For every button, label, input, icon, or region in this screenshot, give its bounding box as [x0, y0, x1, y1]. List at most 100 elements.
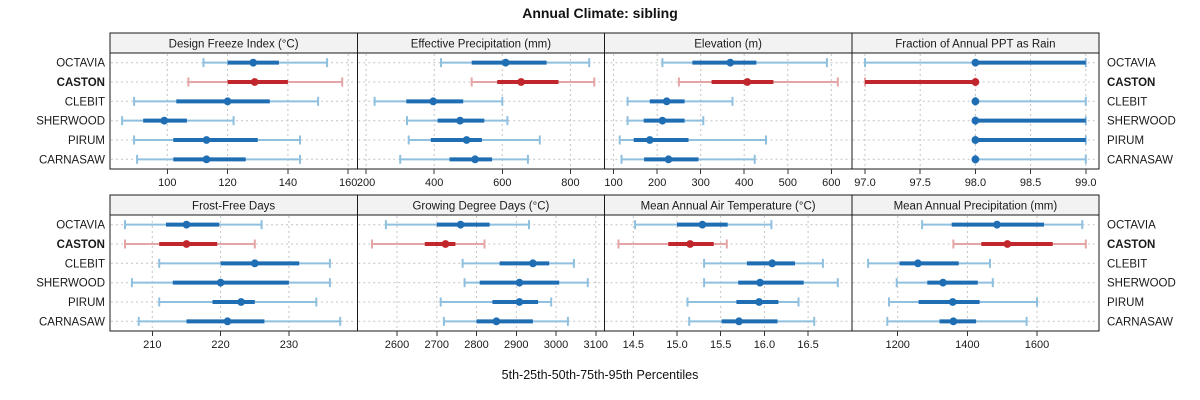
site-label-left-pirum: PIRUM [68, 297, 105, 309]
percentile-row-clebit [461, 258, 575, 268]
percentile-row-caston [470, 77, 596, 87]
axis-tick-label: 15.5 [710, 339, 731, 351]
site-label-left-octavia: OCTAVIA [56, 58, 105, 70]
percentile-row-carnasaw [399, 154, 529, 164]
axis-tick-label: 3100 [584, 339, 608, 351]
median-dot [1003, 240, 1012, 248]
median-dot [948, 298, 957, 306]
axis-tick-label: 98.0 [965, 177, 986, 189]
axis-tick-label: 160 [339, 177, 357, 189]
panel-strip [851, 32, 1100, 54]
axis-tick-label: 210 [143, 339, 161, 351]
axis-tick-label: 140 [279, 177, 297, 189]
panel-strip [851, 194, 1100, 216]
median-dot [698, 220, 707, 229]
site-label-right-sherwood: SHERWOOD [1107, 116, 1176, 128]
median-dot [949, 317, 958, 326]
site-label-left-carnasaw: CARNASAW [39, 154, 105, 166]
axis-tick-label: 800 [561, 177, 579, 189]
percentile-row-carnasaw [620, 154, 756, 164]
axis-tick-label: 400 [425, 177, 443, 189]
percentile-row-octavia [202, 58, 329, 68]
percentile-row-caston [952, 239, 1087, 249]
median-dot [971, 116, 980, 125]
site-label-left-clebit: CLEBIT [65, 96, 105, 108]
percentile-row-carnasaw [688, 316, 816, 326]
median-dot [441, 240, 450, 248]
panel-growing-degree-days-c: 2600 2700 2800 2900 3000 3100 Growing Degree D… [356, 194, 608, 351]
median-dot [182, 240, 191, 248]
site-label-left-pirum: PIRUM [68, 135, 105, 147]
site-label-right-carnasaw: CARNASAW [1107, 154, 1173, 166]
median-dot [971, 155, 980, 164]
axis-tick-label: 2800 [464, 339, 488, 351]
panel-body [109, 214, 358, 332]
axis-tick-label: 97.5 [909, 177, 930, 189]
percentile-row-pirum [888, 297, 1038, 307]
median-dot [971, 136, 980, 144]
site-label-right-carnasaw: CARNASAW [1107, 316, 1173, 328]
percentile-row-sherwood [406, 116, 509, 126]
panel-strip-title: Mean Annual Precipitation (mm) [894, 201, 1058, 213]
axis-tick-label: 1200 [885, 339, 909, 351]
axis-tick-label: 600 [822, 177, 840, 189]
axis-tick-label: 200 [648, 177, 666, 189]
chart-title: Annual Climate: sibling [522, 5, 678, 21]
percentile-row-clebit [703, 258, 824, 268]
axis-tick-label: 400 [735, 177, 753, 189]
median-dot [492, 317, 501, 326]
median-dot [250, 259, 259, 268]
percentile-row-carnasaw [442, 316, 569, 326]
axis-tick-label: 200 [357, 177, 375, 189]
axis-tick-label: 3000 [544, 339, 568, 351]
median-dot [515, 298, 524, 306]
panel-mean-annual-precipitation-mm: 1200 1400 1600 Mean Annual Precipitation (m… [851, 194, 1100, 351]
axis-tick-label: 16.5 [797, 339, 818, 351]
percentile-row-carnasaw [886, 316, 1028, 326]
percentile-row-clebit [158, 258, 331, 268]
site-label-left-sherwood: SHERWOOD [36, 116, 105, 128]
panel-body [356, 214, 605, 332]
percentile-row-octavia [864, 58, 1087, 68]
percentile-row-sherwood [895, 278, 994, 288]
site-label-left-sherwood: SHERWOOD [36, 278, 105, 290]
median-dot [501, 58, 510, 67]
panel-design-freeze-index-c: 100 120 140 160 Design Freeze Index (°C) [109, 32, 358, 189]
site-label-left-caston: CASTON [57, 239, 105, 251]
median-dot [971, 78, 980, 86]
axis-tick-label: 15.0 [666, 339, 687, 351]
median-dot [756, 278, 764, 287]
median-dot [993, 220, 1001, 229]
site-label-right-pirum: PIRUM [1107, 135, 1144, 147]
panel-body [604, 214, 853, 332]
percentile-legend-label: 5th-25th-50th-75th-95th Percentiles [501, 368, 699, 382]
median-dot [249, 58, 258, 67]
percentile-row-octavia [124, 220, 263, 230]
median-dot [456, 116, 465, 125]
site-label-right-octavia: OCTAVIA [1107, 220, 1156, 232]
axis-tick-label: 120 [218, 177, 236, 189]
median-dot [939, 278, 947, 287]
median-dot [237, 298, 246, 306]
median-dot [529, 259, 537, 268]
site-label-right-clebit: CLEBIT [1107, 258, 1147, 270]
site-label-right-caston: CASTON [1107, 239, 1155, 251]
percentile-row-carnasaw [971, 154, 1087, 164]
median-dot [216, 278, 225, 287]
site-label-right-caston: CASTON [1107, 77, 1155, 89]
axis-tick-label: 1400 [955, 339, 979, 351]
panel-mean-annual-air-temperature-c: 14.5 15.0 15.5 16.0 16.5 Mean Annual Air Temp… [604, 194, 853, 351]
panel-strip-title: Design Freeze Index (°C) [169, 39, 299, 51]
percentile-row-sherwood [703, 278, 839, 288]
axis-tick-label: 600 [493, 177, 511, 189]
percentile-row-sherwood [971, 116, 1087, 126]
axis-tick-label: 2700 [425, 339, 449, 351]
panel-strip-title: Fraction of Annual PPT as Rain [895, 39, 1055, 51]
percentile-row-clebit [626, 96, 734, 106]
percentile-row-octavia [634, 220, 773, 230]
median-dot [686, 240, 694, 248]
median-dot [768, 259, 777, 268]
median-dot [202, 136, 211, 144]
axis-tick-label: 97.0 [854, 177, 875, 189]
